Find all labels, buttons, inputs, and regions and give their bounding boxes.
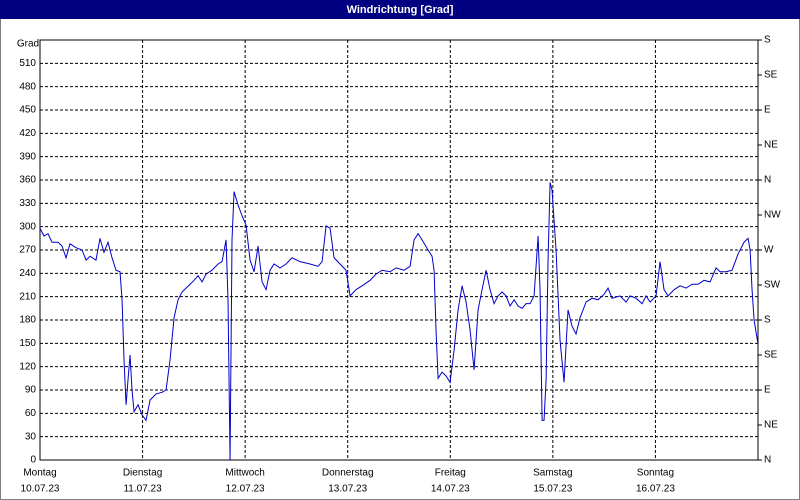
y2-tick-label: NW (764, 210, 781, 221)
y2-tick-label: S (764, 315, 771, 326)
y-tick-label: 510 (19, 58, 36, 69)
y-tick-label: 360 (19, 175, 36, 186)
x-tick-date: 16.07.23 (636, 484, 675, 495)
x-tick-label: Dienstag (123, 468, 162, 479)
plot-border (39, 39, 759, 461)
y-tick-label: 150 (19, 338, 36, 349)
x-tick-date: 14.07.23 (431, 484, 470, 495)
x-tick-label: Donnerstag (322, 468, 374, 479)
y2-tick-label: S (764, 35, 771, 46)
x-tick-label: Montag (23, 468, 56, 479)
y-tick-label: 30 (25, 431, 37, 442)
y-tick-label: 180 (19, 315, 36, 326)
data-line (39, 182, 759, 461)
x-tick-date: 13.07.23 (328, 484, 367, 495)
title-bar (0, 0, 800, 19)
x-tick-date: 12.07.23 (226, 484, 265, 495)
y2-tick-label: E (764, 105, 771, 116)
x-tick-label: Freitag (435, 468, 466, 479)
y-tick-label: 120 (19, 361, 36, 372)
y-axis-label: Grad (17, 39, 39, 50)
y2-tick-label: E (764, 385, 771, 396)
y-tick-label: 390 (19, 151, 36, 162)
y2-tick-label: N (764, 455, 771, 466)
y-tick-label: 330 (19, 198, 36, 209)
y-tick-label: 60 (25, 408, 37, 419)
x-tick-date: 15.07.23 (533, 484, 572, 495)
x-tick-label: Samstag (533, 468, 572, 479)
y2-tick-label: W (764, 245, 774, 256)
chart-title: Windrichtung [Grad] (347, 4, 454, 16)
y-tick-label: 480 (19, 81, 36, 92)
y2-tick-label: SE (764, 70, 778, 81)
y-tick-label: 90 (25, 385, 37, 396)
y-tick-label: 0 (30, 455, 36, 466)
y-tick-label: 270 (19, 245, 36, 256)
y-tick-label: 240 (19, 268, 36, 279)
y2-tick-label: NE (764, 420, 778, 431)
x-tick-date: 11.07.23 (123, 484, 162, 495)
y2-tick-label: SW (764, 280, 781, 291)
x-tick-label: Sonntag (637, 468, 674, 479)
x-tick-date: 10.07.23 (21, 484, 60, 495)
x-tick-label: Mittwoch (225, 468, 264, 479)
y-tick-label: 450 (19, 105, 36, 116)
y-tick-label: 420 (19, 128, 36, 139)
y2-tick-label: NE (764, 140, 778, 151)
y2-tick-label: SE (764, 350, 778, 361)
y-tick-label: 300 (19, 221, 36, 232)
y-tick-label: 210 (19, 291, 36, 302)
y2-tick-label: N (764, 175, 771, 186)
